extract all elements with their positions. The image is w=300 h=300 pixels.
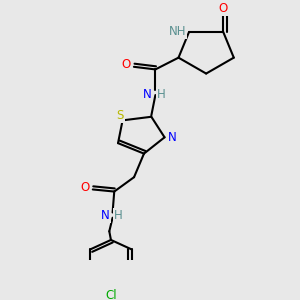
Text: N: N: [101, 208, 110, 222]
Text: O: O: [80, 181, 89, 194]
Text: N: N: [167, 131, 176, 144]
Text: Cl: Cl: [105, 289, 117, 300]
Text: NH: NH: [169, 26, 186, 38]
Text: H: H: [157, 88, 166, 101]
Text: H: H: [114, 208, 123, 222]
Text: N: N: [143, 88, 152, 101]
Text: S: S: [116, 109, 124, 122]
Text: O: O: [121, 58, 130, 71]
Text: O: O: [219, 2, 228, 15]
